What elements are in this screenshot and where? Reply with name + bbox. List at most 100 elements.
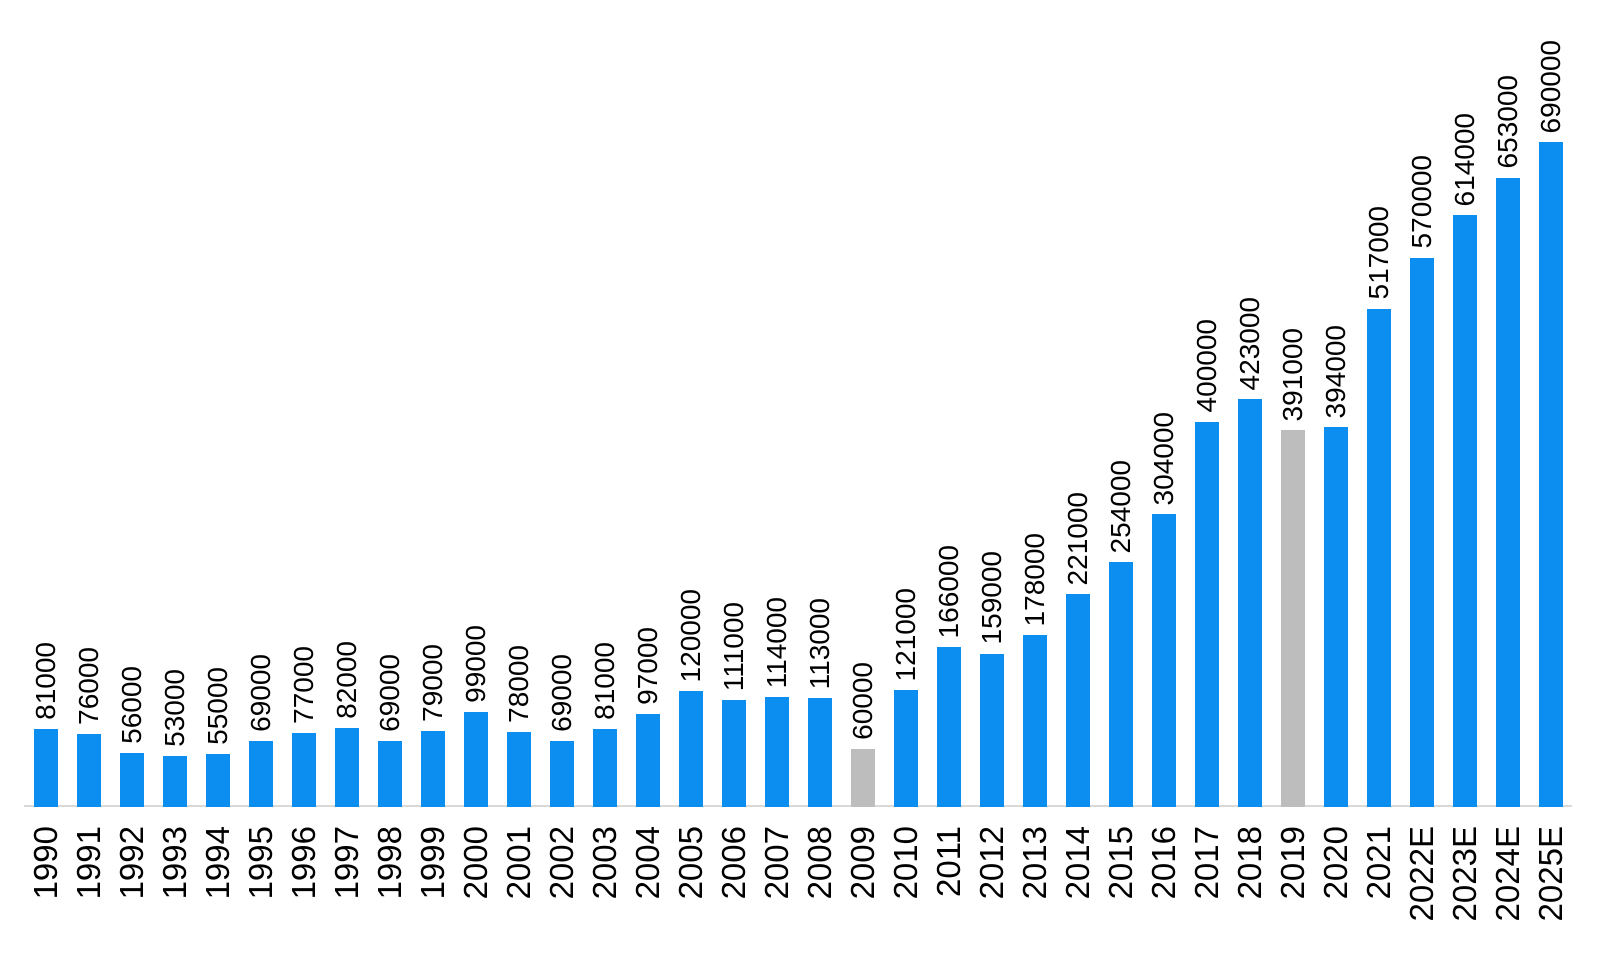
bar-column: 570000 bbox=[1400, 0, 1443, 807]
bar-column: 60000 bbox=[841, 0, 884, 807]
x-axis-label: 2019 bbox=[1274, 826, 1311, 900]
x-axis-label-cell: 2000 bbox=[454, 807, 497, 921]
bar-column: 79000 bbox=[411, 0, 454, 807]
bar-2004 bbox=[635, 713, 660, 807]
bar-value-label: 111000 bbox=[717, 601, 749, 691]
bar-value-label: 60000 bbox=[846, 662, 878, 741]
x-axis-label: 1992 bbox=[113, 826, 150, 900]
x-axis-label-cell: 2002 bbox=[540, 807, 583, 921]
bar-value-label: 254000 bbox=[1104, 459, 1136, 554]
x-axis-label-cell: 2023E bbox=[1443, 807, 1486, 921]
x-axis-label-cell: 1990 bbox=[24, 807, 67, 921]
bar-2023E bbox=[1452, 215, 1477, 807]
bar-column: 55000 bbox=[196, 0, 239, 807]
bar-value-label: 423000 bbox=[1233, 296, 1265, 391]
bar-value-label: 97000 bbox=[631, 626, 663, 705]
x-axis-label: 1995 bbox=[242, 826, 279, 900]
x-axis-label-cell: 2025E bbox=[1529, 807, 1572, 921]
bar-column: 82000 bbox=[325, 0, 368, 807]
bar-column: 113000 bbox=[798, 0, 841, 807]
bar-2001 bbox=[506, 731, 531, 807]
x-axis-label: 1998 bbox=[371, 826, 408, 900]
bar-column: 221000 bbox=[1056, 0, 1099, 807]
x-axis-label: 2021 bbox=[1360, 826, 1397, 900]
bar-2002 bbox=[549, 740, 574, 807]
x-axis-label: 1994 bbox=[199, 826, 236, 900]
bar-value-label: 55000 bbox=[201, 667, 233, 745]
bar-value-label: 221000 bbox=[1061, 491, 1093, 585]
x-axis-label: 2020 bbox=[1317, 826, 1354, 900]
bar-column: 69000 bbox=[368, 0, 411, 807]
bar-column: 69000 bbox=[239, 0, 282, 807]
x-axis-label: 2013 bbox=[1016, 826, 1053, 900]
bar-value-label: 114000 bbox=[760, 596, 792, 689]
bar-2021 bbox=[1366, 308, 1391, 807]
bar-2012 bbox=[979, 653, 1004, 807]
x-axis-label-cell: 2008 bbox=[798, 807, 841, 921]
bar-2006 bbox=[721, 700, 746, 807]
x-axis-label-cell: 1995 bbox=[239, 807, 282, 921]
bar-column: 178000 bbox=[1013, 0, 1056, 807]
x-axis-label-cell: 2022E bbox=[1400, 807, 1443, 921]
bar-column: 81000 bbox=[24, 0, 67, 807]
x-axis-label: 2010 bbox=[887, 826, 924, 900]
x-axis-label: 2006 bbox=[715, 826, 752, 900]
x-axis-label: 2003 bbox=[586, 826, 623, 900]
bar-column: 81000 bbox=[583, 0, 626, 807]
bar-value-label: 69000 bbox=[244, 653, 276, 732]
x-axis-label-cell: 2007 bbox=[755, 807, 798, 921]
bar-column: 120000 bbox=[669, 0, 712, 807]
x-axis-label-cell: 2015 bbox=[1099, 807, 1142, 921]
bar-2005 bbox=[678, 691, 703, 807]
x-axis-label-cell: 2010 bbox=[884, 807, 927, 921]
bar-2013 bbox=[1022, 635, 1047, 807]
bar-value-label: 113000 bbox=[803, 597, 835, 690]
x-axis-label: 2023E bbox=[1446, 826, 1483, 922]
bar-column: 99000 bbox=[454, 0, 497, 807]
bar-2018 bbox=[1237, 399, 1262, 807]
x-axis-label-cell: 2004 bbox=[626, 807, 669, 921]
bar-2024E bbox=[1495, 177, 1520, 807]
x-axis-label-cell: 2021 bbox=[1357, 807, 1400, 921]
x-axis-label: 1996 bbox=[285, 826, 322, 900]
bar-column: 121000 bbox=[884, 0, 927, 807]
bar-column: 400000 bbox=[1185, 0, 1228, 807]
bar-column: 614000 bbox=[1443, 0, 1486, 807]
x-axis-label-cell: 2016 bbox=[1142, 807, 1185, 921]
x-axis-label: 2008 bbox=[801, 826, 838, 900]
x-axis-label-cell: 2013 bbox=[1013, 807, 1056, 921]
bar-2008 bbox=[807, 698, 832, 807]
x-axis-label: 2004 bbox=[629, 826, 666, 900]
bar-2007 bbox=[764, 697, 789, 807]
chart-area: 81000 76000 56000 53000 55000 69000 77000 82000… bbox=[24, 0, 1572, 979]
bar-value-label: 120000 bbox=[674, 588, 706, 683]
x-axis-label: 1991 bbox=[70, 826, 107, 900]
plot-area: 81000 76000 56000 53000 55000 69000 77000 82000… bbox=[24, 0, 1572, 807]
bar-1995 bbox=[248, 740, 273, 807]
bar-1998 bbox=[377, 740, 402, 807]
x-axis-label-cell: 1993 bbox=[153, 807, 196, 921]
bar-column: 423000 bbox=[1228, 0, 1271, 807]
bar-2015 bbox=[1108, 562, 1133, 807]
bar-2011 bbox=[936, 647, 961, 807]
bar-2020 bbox=[1323, 427, 1348, 807]
x-axis-label-cell: 2017 bbox=[1185, 807, 1228, 921]
x-axis-label: 2012 bbox=[973, 826, 1010, 900]
bar-column: 76000 bbox=[67, 0, 110, 807]
x-axis-label-cell: 2009 bbox=[841, 807, 884, 921]
bar-value-label: 99000 bbox=[459, 624, 491, 703]
x-axis-label-cell: 2018 bbox=[1228, 807, 1271, 921]
bar-column: 97000 bbox=[626, 0, 669, 807]
bar-column: 254000 bbox=[1099, 0, 1142, 807]
bar-value-label: 391000 bbox=[1276, 327, 1308, 422]
bar-column: 53000 bbox=[153, 0, 196, 807]
bar-column: 111000 bbox=[712, 0, 755, 807]
bar-1999 bbox=[420, 730, 445, 807]
bar-value-label: 82000 bbox=[330, 641, 362, 719]
bar-2019 bbox=[1280, 430, 1305, 807]
bar-2022E bbox=[1409, 257, 1434, 807]
bar-2003 bbox=[592, 728, 617, 807]
bar-1992 bbox=[119, 753, 144, 807]
bar-value-label: 304000 bbox=[1147, 411, 1179, 505]
bar-column: 304000 bbox=[1142, 0, 1185, 807]
